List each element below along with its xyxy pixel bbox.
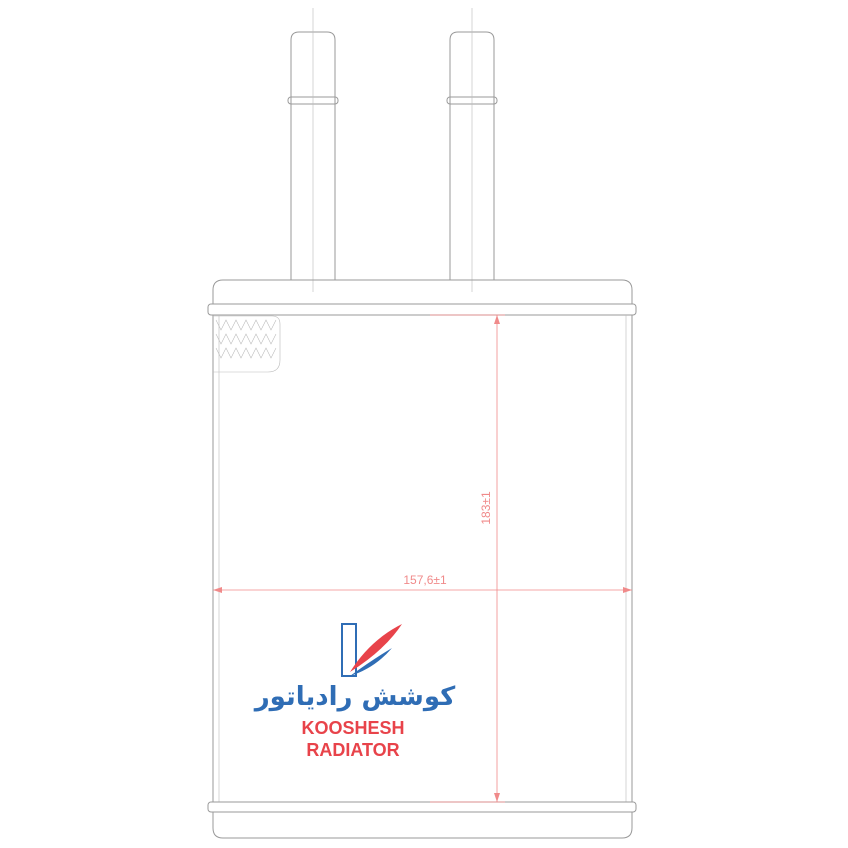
logo-line2: RADIATOR <box>306 740 399 760</box>
radiator-body <box>207 279 637 839</box>
logo-persian: کوشش رادیاتور <box>253 682 456 712</box>
logo: کوشش رادیاتور KOOSHESH RADIATOR <box>253 623 456 760</box>
dimensions: 183±1 157,6±1 <box>213 314 632 803</box>
height-dimension: 183±1 <box>479 491 493 525</box>
logo-line1: KOOSHESH <box>301 718 404 738</box>
width-dimension: 157,6±1 <box>403 573 447 587</box>
pipes <box>287 8 498 292</box>
